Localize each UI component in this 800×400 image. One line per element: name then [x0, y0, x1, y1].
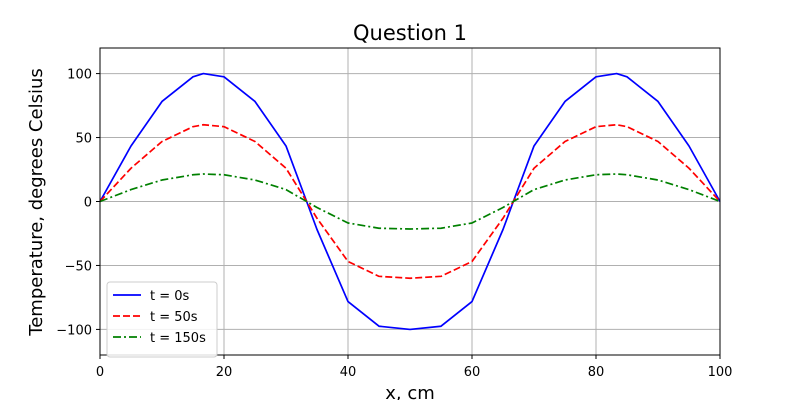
axis-ticks: 0 20 40 60 80 100 −100 −50 0 50 100: [56, 68, 732, 380]
series-lines: [99, 72, 721, 331]
x-tick-label: 80: [588, 365, 605, 380]
legend: t = 0s t = 50s t = 150s: [106, 281, 218, 358]
x-axis-label: x, cm: [385, 383, 435, 400]
chart-title: Question 1: [353, 21, 467, 45]
legend-box: [106, 281, 218, 358]
series-line-2: [99, 173, 721, 230]
series-line-1: [99, 123, 721, 280]
legend-label: t = 150s: [150, 331, 206, 346]
legend-label: t = 0s: [150, 289, 190, 304]
x-tick-label: 40: [340, 365, 357, 380]
legend-label: t = 50s: [150, 310, 198, 325]
series-line-0: [99, 72, 721, 331]
y-axis-label: Temperature, degrees Celsius: [26, 68, 47, 336]
x-tick-label: 20: [216, 365, 233, 380]
x-tick-label: 100: [708, 365, 733, 380]
x-tick-label: 0: [96, 365, 104, 380]
y-tick-label: −100: [56, 323, 92, 338]
x-tick-label: 60: [464, 365, 481, 380]
y-tick-label: 50: [75, 132, 92, 147]
y-tick-label: 100: [67, 68, 92, 83]
y-tick-label: −50: [65, 259, 92, 274]
y-tick-label: 0: [84, 196, 92, 211]
